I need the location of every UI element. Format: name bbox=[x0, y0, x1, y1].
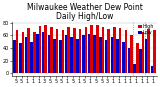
Bar bbox=[27, 28, 30, 73]
Bar bbox=[39, 26, 41, 73]
Bar bbox=[73, 28, 76, 73]
Bar bbox=[44, 25, 47, 73]
Bar bbox=[119, 28, 121, 73]
Bar bbox=[33, 32, 36, 73]
Bar bbox=[76, 39, 79, 73]
Bar bbox=[82, 35, 84, 73]
Bar bbox=[93, 35, 96, 73]
Bar bbox=[125, 30, 127, 73]
Bar bbox=[56, 29, 58, 73]
Bar bbox=[62, 30, 64, 73]
Bar bbox=[30, 42, 33, 73]
Bar bbox=[16, 30, 18, 73]
Bar bbox=[116, 39, 119, 73]
Title: Milwaukee Weather Dew Point
Daily High/Low: Milwaukee Weather Dew Point Daily High/L… bbox=[27, 3, 142, 21]
Bar bbox=[122, 42, 125, 73]
Legend: High, Low: High, Low bbox=[138, 24, 155, 36]
Bar bbox=[36, 34, 39, 73]
Bar bbox=[133, 64, 136, 73]
Bar bbox=[13, 40, 16, 73]
Bar bbox=[105, 40, 107, 73]
Bar bbox=[96, 25, 99, 73]
Bar bbox=[130, 35, 133, 73]
Bar bbox=[153, 30, 156, 73]
Bar bbox=[79, 29, 81, 73]
Bar bbox=[88, 34, 90, 73]
Bar bbox=[48, 35, 50, 73]
Bar bbox=[151, 66, 153, 73]
Bar bbox=[136, 43, 139, 73]
Bar bbox=[90, 25, 93, 73]
Bar bbox=[111, 37, 113, 73]
Bar bbox=[59, 40, 62, 73]
Bar bbox=[102, 27, 104, 73]
Bar bbox=[107, 29, 110, 73]
Bar bbox=[113, 27, 116, 73]
Bar bbox=[19, 43, 22, 73]
Bar bbox=[42, 32, 44, 73]
Bar bbox=[53, 39, 56, 73]
Bar bbox=[67, 27, 70, 73]
Bar bbox=[99, 37, 102, 73]
Bar bbox=[50, 27, 53, 73]
Bar bbox=[142, 32, 144, 73]
Bar bbox=[25, 37, 27, 73]
Bar bbox=[22, 32, 24, 73]
Bar bbox=[148, 29, 150, 73]
Bar bbox=[128, 48, 130, 73]
Bar bbox=[71, 37, 73, 73]
Bar bbox=[139, 49, 142, 73]
Bar bbox=[65, 35, 67, 73]
Bar bbox=[84, 27, 87, 73]
Bar bbox=[145, 39, 148, 73]
